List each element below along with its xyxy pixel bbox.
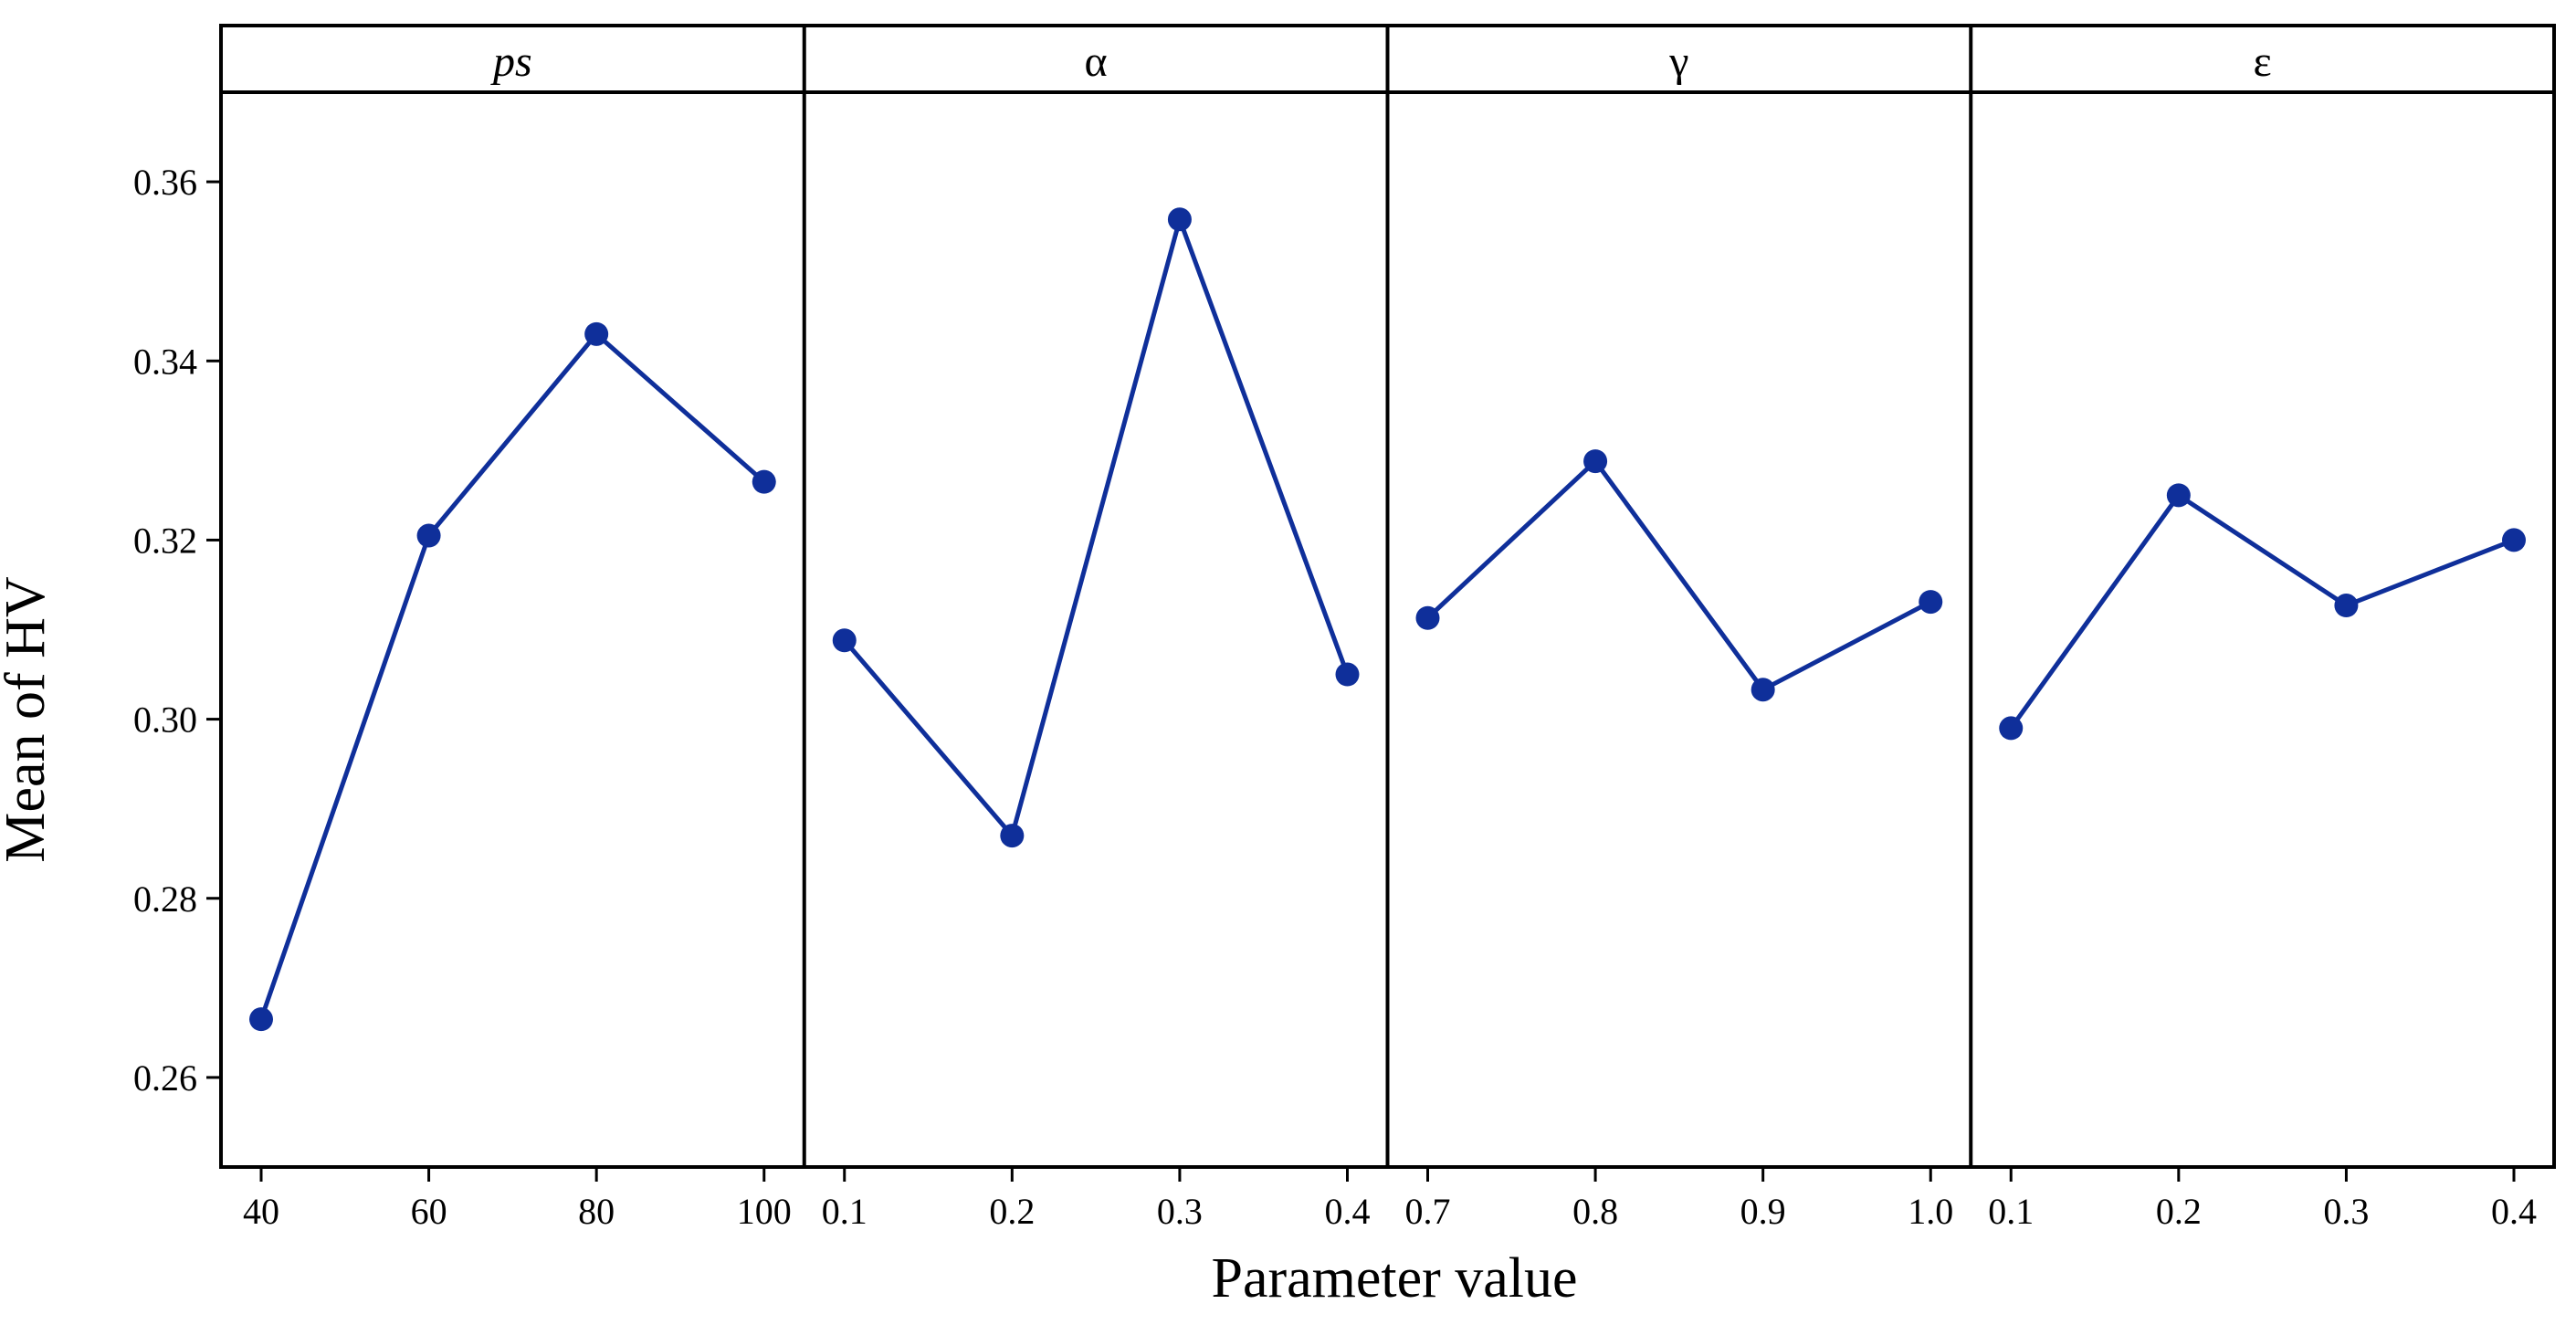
panel-title: α xyxy=(1085,37,1108,86)
data-point xyxy=(1999,716,2024,741)
x-axis-title: Parameter value xyxy=(1211,1247,1577,1309)
x-tick-label: 80 xyxy=(578,1191,615,1232)
data-point xyxy=(2166,483,2191,508)
x-tick-label: 0.1 xyxy=(1988,1191,2034,1232)
y-axis: 0.26 0.28 0.30 0.32 0.34 0.36 xyxy=(133,162,221,1099)
data-point xyxy=(1415,605,1440,630)
data-point xyxy=(416,523,441,548)
y-tick-label: 0.30 xyxy=(133,699,197,741)
data-point xyxy=(1583,449,1608,474)
y-tick-label: 0.34 xyxy=(133,341,197,382)
chart-panels: ps 40 60 80 100 α 0.1 0.2 0.3 0.4 γ 0.7 0.8 0.9 1.0 ε 0.… xyxy=(243,37,2537,1232)
x-tick-label: 0.2 xyxy=(989,1191,1035,1232)
x-tick-label: 40 xyxy=(243,1191,279,1232)
series-line xyxy=(842,216,1350,838)
series-line xyxy=(2009,492,2515,730)
series-line xyxy=(1425,458,1932,692)
data-point xyxy=(1167,207,1192,232)
x-tick-label: 0.4 xyxy=(1325,1191,1371,1232)
x-tick-label: 0.4 xyxy=(2491,1191,2537,1232)
data-point xyxy=(249,1007,273,1032)
x-tick-label: 100 xyxy=(737,1191,792,1232)
panel: ε 0.1 0.2 0.3 0.4 xyxy=(1988,37,2537,1232)
panel: α 0.1 0.2 0.3 0.4 xyxy=(822,37,1371,1232)
data-point xyxy=(2334,594,2359,618)
series-line xyxy=(258,331,766,1020)
x-tick-label: 0.8 xyxy=(1572,1191,1618,1232)
y-tick-label: 0.36 xyxy=(133,162,197,203)
data-point xyxy=(1919,590,1943,615)
panel-title: ps xyxy=(490,37,532,86)
data-point xyxy=(1000,824,1025,848)
x-tick-label: 1.0 xyxy=(1908,1191,1953,1232)
y-tick-label: 0.32 xyxy=(133,520,197,561)
y-tick-label: 0.26 xyxy=(133,1057,197,1099)
data-point xyxy=(832,628,857,653)
data-point xyxy=(752,469,776,494)
data-point xyxy=(1335,662,1360,687)
data-point xyxy=(1751,678,1775,702)
panel-title: ε xyxy=(2254,37,2272,86)
y-axis-title: Mean of HV xyxy=(0,576,57,863)
x-tick-label: 0.1 xyxy=(822,1191,867,1232)
x-tick-label: 0.3 xyxy=(2323,1191,2369,1232)
panel: ps 40 60 80 100 xyxy=(243,37,792,1232)
panel-title: γ xyxy=(1668,37,1688,86)
chart-frames xyxy=(219,24,2556,1169)
data-point xyxy=(2502,528,2526,552)
x-tick-label: 0.2 xyxy=(2156,1191,2202,1232)
x-tick-label: 0.9 xyxy=(1740,1191,1786,1232)
data-point xyxy=(584,321,609,346)
x-tick-label: 0.3 xyxy=(1157,1191,1203,1232)
x-tick-label: 60 xyxy=(411,1191,447,1232)
y-tick-label: 0.28 xyxy=(133,878,197,920)
x-tick-label: 0.7 xyxy=(1405,1191,1451,1232)
panel: γ 0.7 0.8 0.9 1.0 xyxy=(1405,37,1954,1232)
